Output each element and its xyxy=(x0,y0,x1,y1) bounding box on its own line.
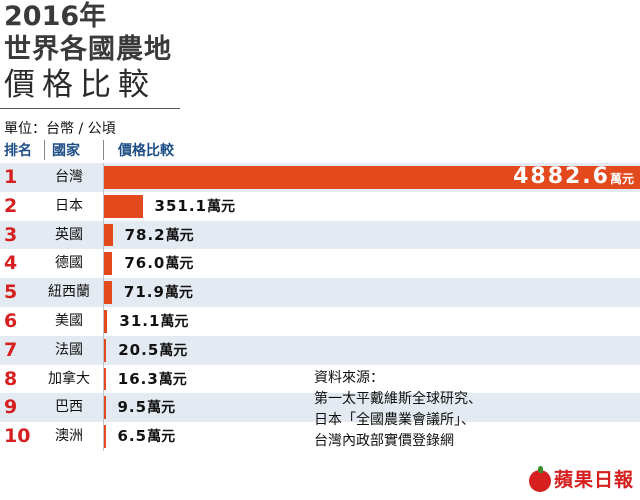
row-divider xyxy=(103,249,104,279)
bar xyxy=(104,425,106,448)
value-label: 6.5萬元 xyxy=(117,427,176,446)
chart-row: 10 澳洲 6.5萬元 xyxy=(0,422,640,451)
bar xyxy=(104,194,143,218)
bar xyxy=(104,396,106,420)
country-label: 法國 xyxy=(55,341,83,358)
row-divider xyxy=(103,163,104,192)
chart-row: 9 巴西 9.5萬元 xyxy=(0,393,640,423)
country-label: 台灣 xyxy=(55,169,83,185)
header-value: 價格比較 xyxy=(118,143,174,159)
value-label: 71.9萬元 xyxy=(123,283,193,302)
row-divider xyxy=(103,422,104,451)
value-label: 76.0萬元 xyxy=(124,254,194,273)
rank-label: 6 xyxy=(4,309,18,332)
bar xyxy=(104,166,640,189)
row-divider xyxy=(103,278,104,307)
chart-row: 6 美國 31.1萬元 xyxy=(0,306,640,336)
row-divider xyxy=(103,306,104,336)
source-line: 台灣內政部實價登錄網 xyxy=(314,433,454,449)
bar xyxy=(104,252,113,276)
country-label: 澳洲 xyxy=(55,428,83,445)
title-sub: 價格比較 xyxy=(4,67,156,103)
header-divider xyxy=(44,140,45,160)
country-label: 紐西蘭 xyxy=(48,284,90,301)
source-note: 資料來源： 第一太平戴維斯全球研究、 日本「全國農業會議所」、 台灣內政部實價登… xyxy=(314,368,482,452)
source-heading: 資料來源： xyxy=(314,370,384,386)
source-line: 第一太平戴維斯全球研究、 xyxy=(314,391,482,407)
chart-row: 1 台灣 4882.6萬元 xyxy=(0,163,640,192)
value-label: 351.1萬元 xyxy=(154,196,235,215)
rank-label: 7 xyxy=(4,338,18,361)
country-label: 加拿大 xyxy=(48,370,90,387)
chart-row: 5 紐西蘭 71.9萬元 xyxy=(0,278,640,307)
bar xyxy=(104,338,107,362)
header-country: 國家 xyxy=(52,143,80,159)
rank-label: 4 xyxy=(4,252,18,275)
country-label: 巴西 xyxy=(55,399,83,416)
country-label: 英國 xyxy=(55,226,83,243)
chart-rows: 1 台灣 4882.6萬元 2 日本 351.1萬元 3 英國 78.2萬元 4 德國 76.0萬元 5… xyxy=(0,163,640,451)
value-label: 4882.6萬元 xyxy=(513,164,634,189)
value-label: 31.1萬元 xyxy=(119,311,189,330)
rank-label: 1 xyxy=(4,166,18,188)
value-label: 16.3萬元 xyxy=(117,369,187,388)
value-label: 78.2萬元 xyxy=(124,225,194,244)
chart-row: 7 法國 20.5萬元 xyxy=(0,335,640,365)
logo-text: 蘋果日報 xyxy=(553,469,634,491)
chart-row: 8 加拿大 16.3萬元 xyxy=(0,364,640,394)
chart-row: 2 日本 351.1萬元 xyxy=(0,191,640,221)
country-label: 德國 xyxy=(55,255,83,272)
rank-label: 10 xyxy=(4,425,31,448)
value-label: 20.5萬元 xyxy=(118,340,188,359)
row-divider xyxy=(103,335,104,365)
value-label: 9.5萬元 xyxy=(117,398,176,417)
source-line: 日本「全國農業會議所」、 xyxy=(314,412,475,428)
country-label: 美國 xyxy=(55,312,83,329)
rank-label: 2 xyxy=(4,194,18,217)
rank-label: 3 xyxy=(4,223,18,246)
title-year: 2016年 xyxy=(4,1,107,32)
bar xyxy=(104,367,106,391)
bar xyxy=(104,223,113,247)
country-label: 日本 xyxy=(55,197,83,214)
header-rank: 排名 xyxy=(4,143,32,159)
bar xyxy=(104,281,112,304)
row-divider xyxy=(103,191,104,221)
row-divider xyxy=(103,393,104,423)
rank-label: 8 xyxy=(4,367,18,390)
unit-label: 單位：台幣 / 公頃 xyxy=(4,121,116,137)
row-divider xyxy=(103,364,104,394)
newspaper-logo: 蘋果日報 xyxy=(528,465,634,494)
bar xyxy=(104,309,108,333)
header-divider xyxy=(103,140,104,160)
title-block: 2016年 世界各國農地 價格比較 xyxy=(4,0,172,104)
row-divider xyxy=(103,220,104,250)
rank-label: 5 xyxy=(4,281,18,304)
chart-row: 3 英國 78.2萬元 xyxy=(0,220,640,250)
title-main: 世界各國農地 xyxy=(4,34,172,65)
apple-icon xyxy=(528,465,551,492)
chart-row: 4 德國 76.0萬元 xyxy=(0,249,640,279)
title-divider xyxy=(0,108,180,109)
rank-label: 9 xyxy=(4,396,18,419)
